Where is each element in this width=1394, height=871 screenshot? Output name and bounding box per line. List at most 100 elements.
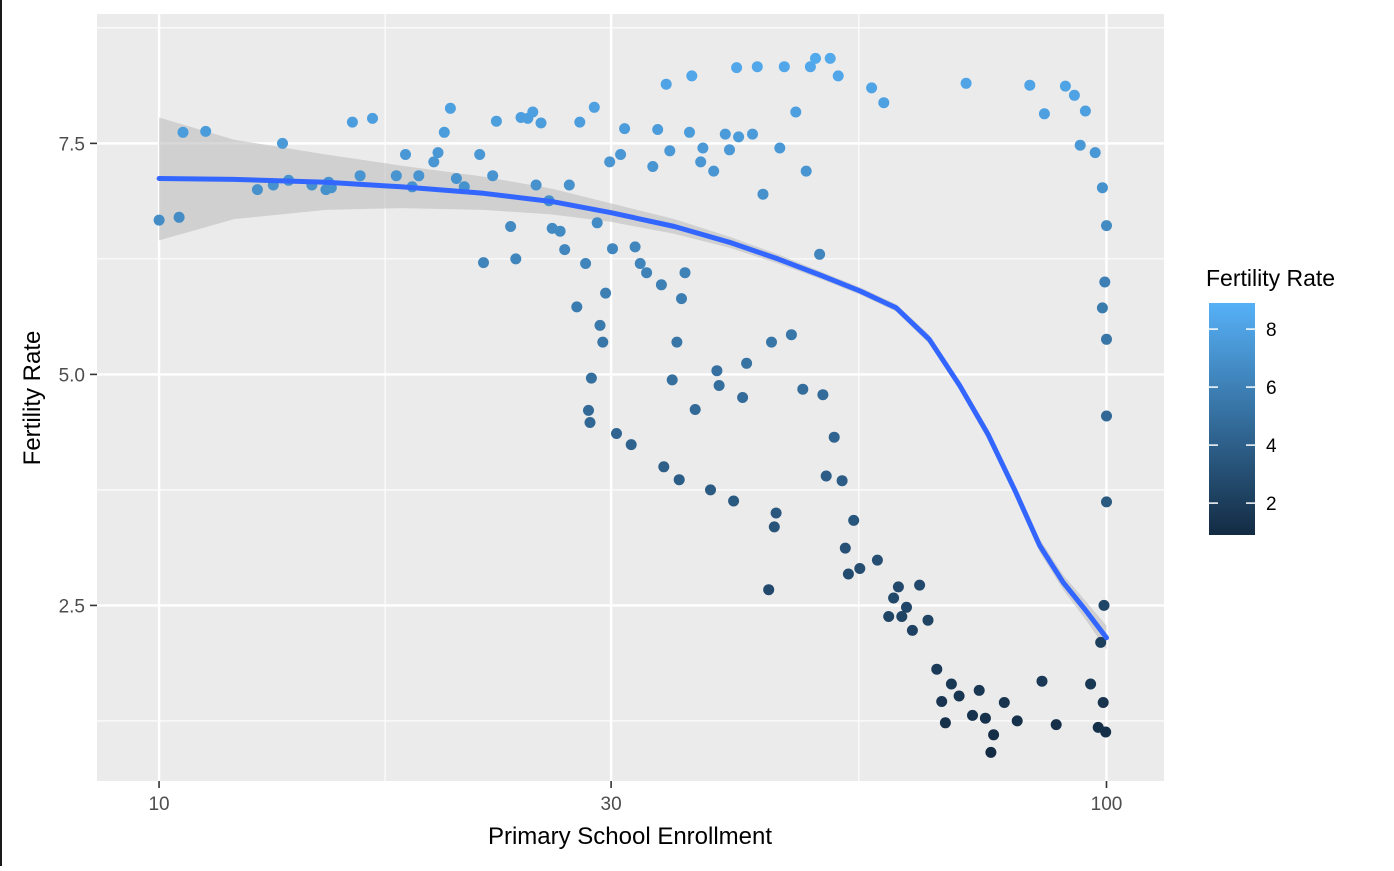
data-point [619,123,631,135]
legend-ticks: 2 4 6 8 [1209,320,1277,515]
data-point [836,475,848,487]
x-tick-label: 30 [601,794,622,815]
data-point [615,149,627,160]
data-point [346,116,358,128]
data-point [1100,726,1112,738]
data-point [1011,715,1023,727]
data-point [200,125,212,137]
data-point [751,61,763,73]
data-point [906,624,918,636]
data-point [1036,675,1048,687]
x-tick-label: 100 [1091,794,1123,815]
data-point [1098,599,1110,611]
data-point [597,336,609,348]
data-point [1101,496,1112,508]
data-point [655,279,667,291]
major-gridlines [97,14,1164,781]
data-point [774,142,786,154]
data-point [432,147,444,159]
data-point [766,336,777,348]
data-point [871,554,883,566]
data-point [413,170,425,182]
data-point [676,293,687,305]
data-point [438,126,450,138]
data-point [1050,719,1062,731]
data-point [817,389,829,401]
data-point [428,156,440,168]
data-point [251,184,263,196]
data-point [588,101,600,113]
data-point [574,116,586,128]
data-point [689,404,701,415]
data-point [731,62,743,74]
x-tick-labels: 10 30 100 [148,794,1122,815]
data-point [585,372,597,384]
data-point [804,61,816,73]
data-point [979,712,991,724]
data-point [1101,220,1112,232]
data-point [1101,410,1112,422]
data-point [810,52,821,64]
data-point [719,128,731,140]
data-point [177,126,189,138]
data-point [634,258,646,269]
data-point [666,374,678,386]
data-point [641,267,653,279]
data-point [697,142,709,154]
data-point [474,149,486,160]
data-point [478,257,489,269]
data-point [728,495,740,507]
data-point [629,241,641,253]
data-point [173,211,185,223]
data-point [705,484,716,496]
data-point [842,568,854,580]
data-point [671,336,683,348]
data-point [828,431,840,443]
data-point [892,581,904,593]
data-point [713,380,725,391]
data-point [737,392,749,403]
data-point [763,584,775,596]
data-point [153,214,165,226]
data-point [584,417,596,428]
data-point [611,428,622,439]
data-point [866,82,878,94]
x-tick-label: 10 [148,794,169,815]
data-point [652,124,664,135]
data-point [790,106,802,118]
data-point [914,579,926,591]
plot-panel [97,14,1164,781]
minor-gridlines [97,14,1164,781]
data-point [277,137,288,149]
data-point [953,690,965,702]
data-point [1097,697,1109,708]
data-point [998,697,1010,708]
data-point [554,225,566,237]
data-point [490,115,502,127]
data-point [936,696,948,707]
data-point [839,542,851,554]
data-point [985,746,997,758]
data-point [883,611,895,622]
data-point [1096,182,1108,194]
data-point [580,258,592,269]
data-point [444,102,456,114]
data-point [673,474,685,486]
data-point [571,301,583,313]
data-point [594,319,606,331]
y-tick-label: 5.0 [59,365,85,386]
data-point [778,61,790,73]
data-point [824,52,836,64]
x-axis-title: Primary School Enrollment [488,823,772,850]
legend-colorbar [1209,303,1255,535]
data-point [967,709,978,721]
axis-ticks [90,142,1108,788]
y-tick-labels: 2.5 5.0 7.5 [59,134,85,617]
data-point [768,521,780,533]
data-point [848,514,860,526]
data-point [854,563,866,574]
data-point [695,156,707,168]
data-point [785,329,797,341]
data-point [901,601,912,613]
